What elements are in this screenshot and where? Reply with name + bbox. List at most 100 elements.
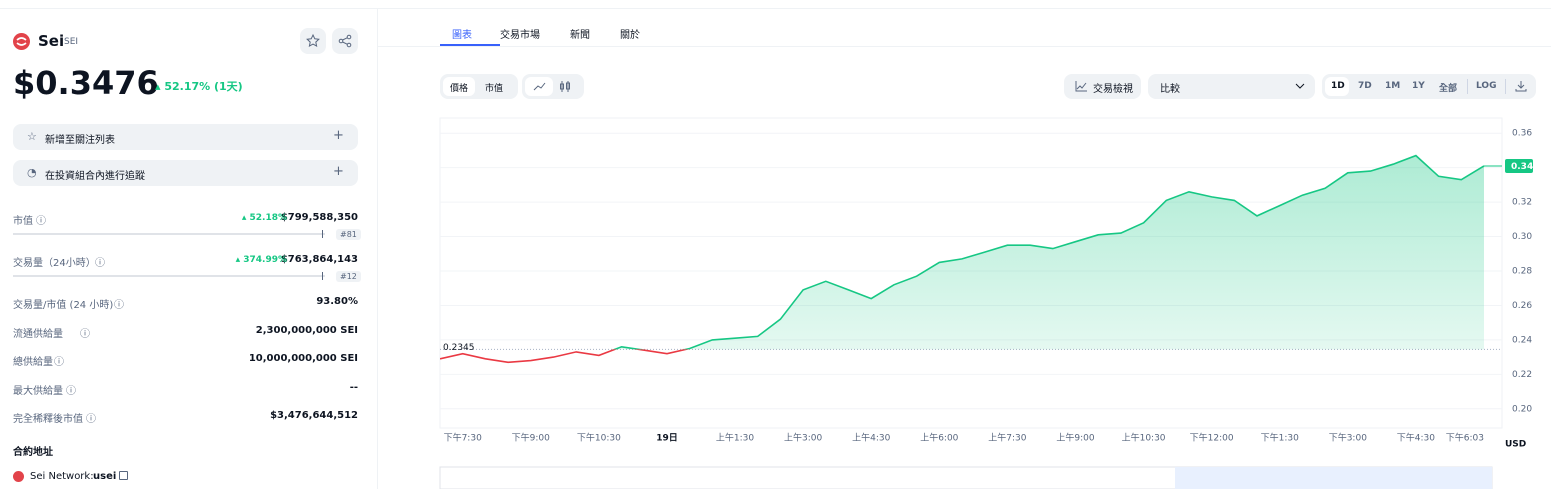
- stat-label: 市值: [13, 216, 33, 227]
- x-tick-label: 上午9:00: [1056, 432, 1094, 444]
- navigator-window[interactable]: [1175, 467, 1492, 489]
- stat-change: ▴ 374.99%: [235, 255, 287, 265]
- stat-value: 10,000,000,000 SEI: [248, 353, 358, 364]
- action-icon: ◔: [27, 166, 37, 179]
- tab-border: [378, 46, 1551, 47]
- download-button[interactable]: [1515, 80, 1527, 92]
- x-tick-label: 下午12:00: [1190, 432, 1234, 444]
- price-line: [612, 154, 1485, 350]
- info-icon: ⓘ: [36, 216, 46, 227]
- stat-label: 交易量/市值 (24 小時): [13, 300, 114, 311]
- plot-frame: [439, 117, 1503, 429]
- y-tick-label: 0.26: [1512, 301, 1532, 311]
- range-button[interactable]: 1D: [1331, 81, 1345, 91]
- x-tick-label: 上午3:00: [784, 432, 822, 444]
- stat-label: 流通供給量: [13, 329, 63, 340]
- contract-address[interactable]: usei: [93, 471, 117, 482]
- tab[interactable]: 交易市場: [500, 30, 540, 41]
- y-tick-label: 0.28: [1512, 267, 1532, 277]
- sidebar-border: [377, 8, 378, 489]
- x-tick-label: 上午6:00: [920, 432, 958, 444]
- stat-rank: #81: [336, 229, 361, 240]
- x-tick-label: 19日: [656, 433, 678, 444]
- stat-bar: [13, 233, 325, 235]
- x-tick-label: 下午10:30: [577, 432, 621, 444]
- compare-select[interactable]: 比較: [1148, 74, 1315, 99]
- coin-symbol: SEI: [64, 37, 79, 47]
- trading-view-button[interactable]: 交易檢視: [1064, 74, 1141, 99]
- stat-value: $3,476,644,512: [270, 410, 358, 421]
- mode-button[interactable]: 價格: [450, 84, 469, 94]
- stat-change: ▴ 52.18%: [241, 213, 288, 223]
- share-button[interactable]: [332, 28, 358, 54]
- stat-label: 最大供給量: [13, 386, 63, 397]
- info-icon: ⓘ: [86, 414, 96, 425]
- range-button[interactable]: 全部: [1439, 84, 1458, 94]
- x-tick-label: 下午7:30: [444, 432, 482, 444]
- price-line-below: [440, 349, 690, 364]
- line-style-button[interactable]: [525, 77, 553, 96]
- x-tick-label: 下午1:30: [1261, 432, 1299, 444]
- x-tick-label: 上午10:30: [1122, 432, 1166, 444]
- action-icon: ☆: [27, 130, 37, 143]
- stat-value: $799,588,350: [280, 212, 358, 223]
- x-tick-label: 下午6:03: [1446, 432, 1484, 444]
- price: $0.3476: [13, 64, 159, 102]
- y-tick-label: 0.22: [1512, 370, 1532, 380]
- last-price-label: 0.34: [1511, 162, 1533, 172]
- range-button[interactable]: LOG: [1476, 81, 1497, 91]
- info-icon: ⓘ: [80, 329, 90, 340]
- action-label: 新增至關注列表: [45, 135, 115, 146]
- coin-logo: [13, 33, 30, 50]
- range-divider: [1505, 79, 1506, 94]
- price-area: [614, 155, 1484, 350]
- action-plus: +: [333, 164, 344, 179]
- stat-change-text: 52.18%: [249, 213, 288, 223]
- y-tick-label: 0.24: [1512, 335, 1532, 345]
- copy-icon[interactable]: [119, 471, 128, 480]
- top-border: [0, 8, 1551, 9]
- action-button[interactable]: [13, 124, 358, 150]
- contract-title: 合約地址: [13, 447, 53, 458]
- stat-value: 2,300,000,000 SEI: [255, 325, 358, 336]
- info-icon: ⓘ: [95, 258, 105, 269]
- range-group: [1322, 74, 1536, 99]
- stat-value: --: [349, 382, 358, 393]
- trading-view-label: 交易檢視: [1093, 84, 1133, 95]
- currency-label: USD: [1505, 440, 1526, 450]
- stat-rank: #12: [336, 271, 361, 282]
- x-tick-label: 下午4:30: [1397, 432, 1435, 444]
- y-tick-label: 0.32: [1512, 198, 1532, 208]
- action-button[interactable]: [13, 160, 358, 186]
- stat-value: 93.80%: [316, 296, 358, 307]
- action-plus: +: [333, 128, 344, 143]
- x-tick-label: 上午7:30: [988, 432, 1026, 444]
- info-icon: ⓘ: [54, 357, 64, 368]
- stat-label: 交易量（24小時）: [13, 258, 96, 269]
- star-button[interactable]: [300, 28, 326, 54]
- stat-label: 完全稀釋後市值: [13, 414, 83, 425]
- stat-bar-end: [322, 230, 323, 238]
- tab[interactable]: 圖表: [452, 30, 472, 41]
- candle-style-button[interactable]: [558, 80, 572, 93]
- coin-name: Sei: [38, 32, 65, 50]
- x-tick-label: 下午9:00: [512, 432, 550, 444]
- info-icon: ⓘ: [66, 386, 76, 397]
- network-logo: [13, 471, 24, 482]
- range-button[interactable]: 1M: [1385, 81, 1401, 91]
- range-button[interactable]: 7D: [1358, 81, 1372, 91]
- x-tick-label: 上午1:30: [716, 432, 754, 444]
- price-change-text: 52.17% (1天): [164, 80, 243, 93]
- y-tick-label: 0.30: [1512, 232, 1532, 242]
- mode-button[interactable]: 市值: [485, 84, 504, 94]
- info-icon: ⓘ: [114, 300, 124, 311]
- chart-style-group: [522, 74, 584, 99]
- contract-network: Sei Network:: [30, 471, 94, 482]
- tab[interactable]: 關於: [620, 30, 640, 41]
- range-button[interactable]: 1Y: [1412, 81, 1425, 91]
- last-price-tag: [1505, 158, 1533, 173]
- compare-label: 比較: [1160, 84, 1180, 95]
- tab[interactable]: 新聞: [570, 30, 590, 41]
